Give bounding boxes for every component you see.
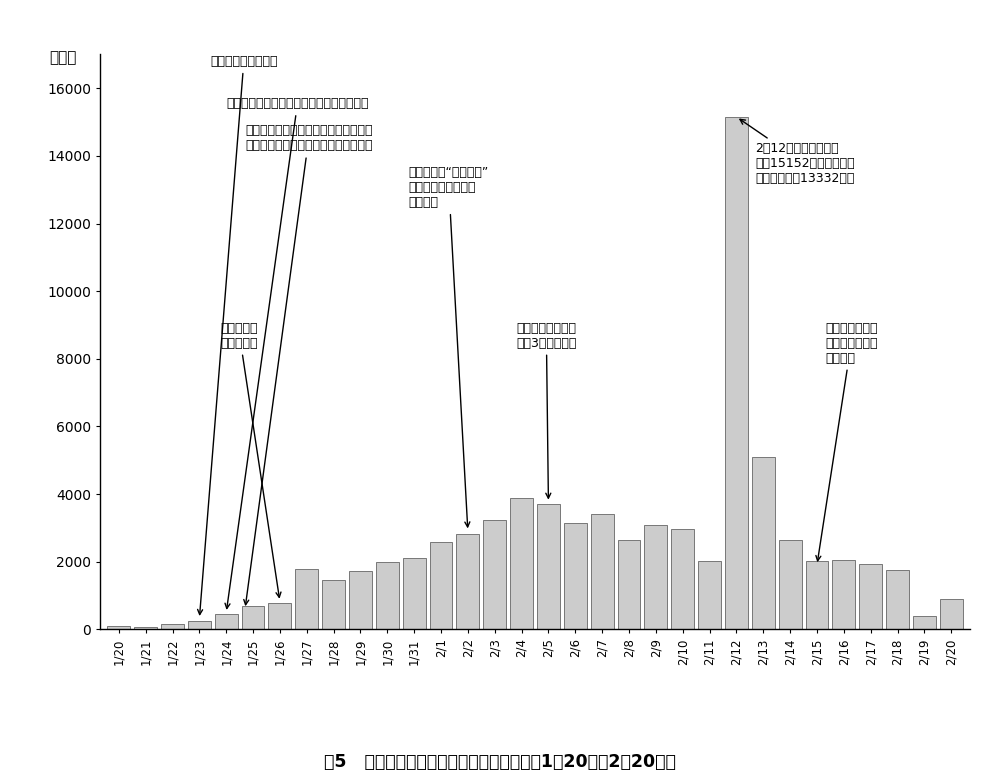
Bar [376,563,399,629]
Bar [806,562,828,629]
Text: 中央指导组
进馻武汉市: 中央指导组 进馻武汉市 [221,322,281,598]
Text: 中共中央成立应对疫情工作领导小组，
决定向湖北等疫情严重地区派出指导组: 中共中央成立应对疫情工作领导小组， 决定向湖北等疫情严重地区派出指导组 [244,124,372,605]
Bar [671,528,694,629]
Text: 图5   中国境内新冠肺炎新增确诊病例情况（1月20日至2月20日）: 图5 中国境内新冠肺炎新增确诊病例情况（1月20日至2月20日） [324,753,676,771]
Bar [537,504,560,629]
Bar [403,559,426,629]
Bar [295,570,318,629]
Bar [268,604,291,629]
Bar [725,117,748,629]
Text: （例）: （例） [49,51,76,65]
Text: 武汉市关闭离汉通道: 武汉市关闭离汉通道 [198,55,278,615]
Bar [752,457,775,629]
Bar [349,570,372,629]
Bar [188,621,211,629]
Bar [886,570,909,629]
Bar [430,542,452,629]
Bar [644,525,667,629]
Bar [591,514,614,629]
Bar [913,616,936,629]
Bar [698,561,721,629]
Text: 武汉市建成并启用
首批3家方舱医院: 武汉市建成并启用 首批3家方舱医院 [516,322,577,498]
Bar [483,520,506,629]
Bar [456,534,479,629]
Bar [107,626,130,629]
Bar [832,560,855,629]
Text: 新增出院病例数
开始超过新增确
诊病例数: 新增出院病例数 开始超过新增确 诊病例数 [816,322,878,561]
Bar [940,599,963,629]
Bar [242,606,264,629]
Bar [779,540,802,629]
Bar [859,564,882,629]
Bar [322,580,345,629]
Bar [134,627,157,629]
Text: 2月12日报告新增确诊
病例15152例（含湖北省
临床诊断病例13332例）: 2月12日报告新增确诊 病例15152例（含湖北省 临床诊断病例13332例） [740,120,855,186]
Bar [510,498,533,629]
Bar [161,625,184,629]
Bar [618,539,640,629]
Bar [215,615,238,629]
Text: 武汉市部署“四类人员”
分类集中管理，开展
拉网排查: 武汉市部署“四类人员” 分类集中管理，开展 拉网排查 [409,166,489,527]
Bar [564,523,587,629]
Text: 从军地调集国家医疗队驰援湖北省、武汉市: 从军地调集国家医疗队驰援湖北省、武汉市 [225,97,369,608]
